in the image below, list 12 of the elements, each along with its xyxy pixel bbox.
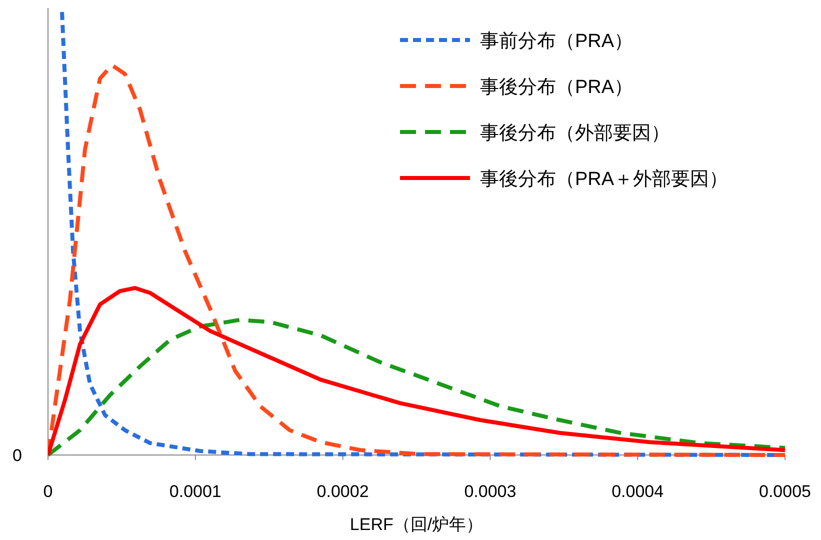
text: 0 bbox=[12, 446, 22, 465]
x-tick-label: 0.0004 bbox=[612, 482, 664, 501]
x-tick-label: 0 bbox=[43, 482, 53, 501]
legend-label: 事後分布（外部要因） bbox=[480, 122, 670, 144]
legend-label: 事後分布（PRA） bbox=[480, 77, 634, 98]
legend-label: 事後分布（PRA＋外部要因） bbox=[480, 168, 728, 190]
x-tick-label: 0.0001 bbox=[169, 482, 222, 501]
x-axis-title: LERF（回/炉年） bbox=[350, 515, 484, 534]
legend-label: 事前分布（PRA） bbox=[480, 31, 634, 52]
x-tick-label: 0.0005 bbox=[759, 482, 811, 501]
x-tick-label: 0.0003 bbox=[464, 482, 516, 501]
x-tick-label: 0.0002 bbox=[316, 482, 369, 501]
